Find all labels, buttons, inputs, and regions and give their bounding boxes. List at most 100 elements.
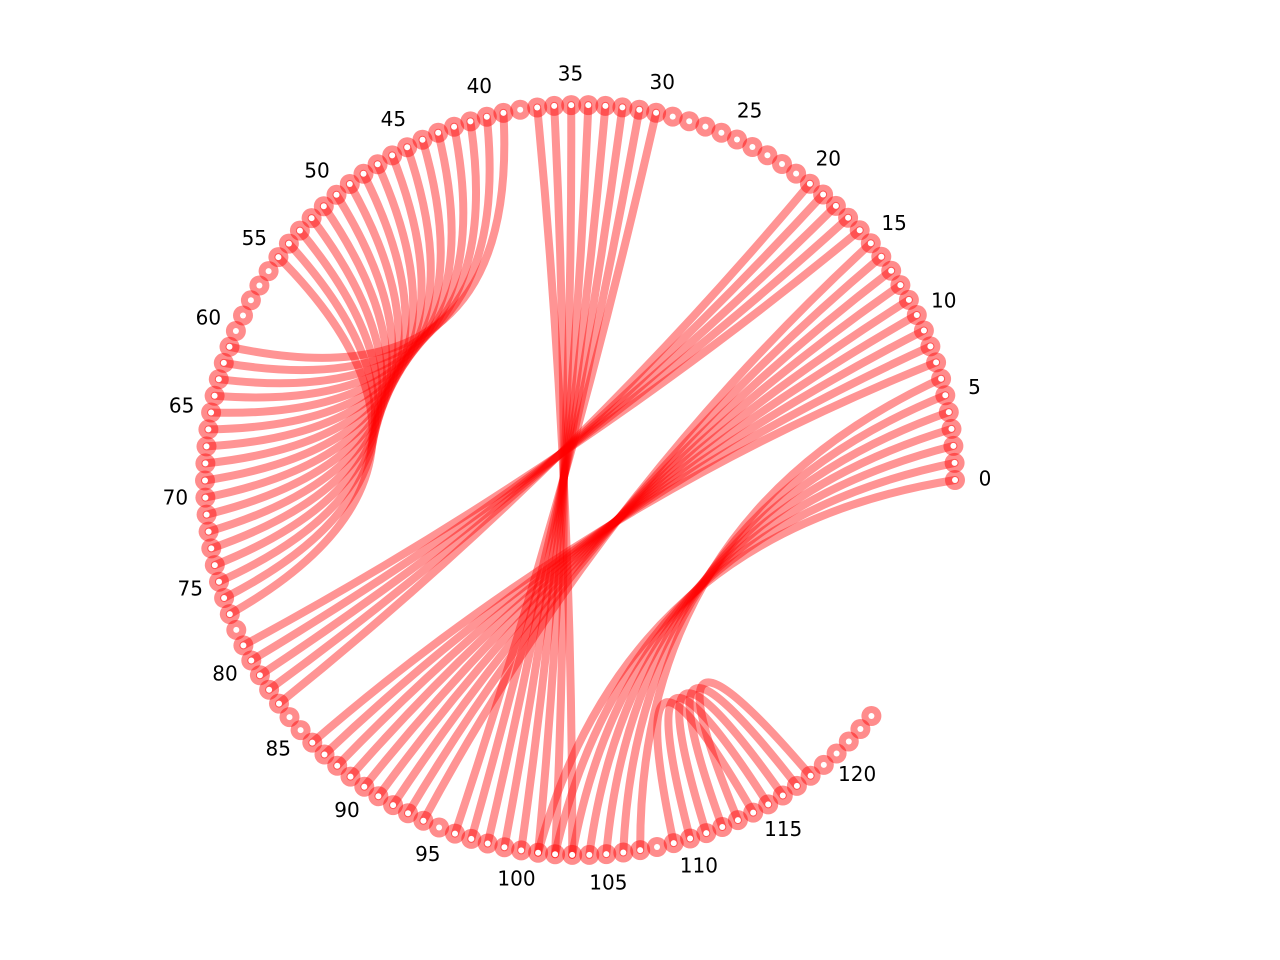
node-100 [511, 840, 532, 861]
node-18 [825, 195, 846, 216]
node-52 [301, 208, 322, 229]
node-119 [813, 754, 834, 775]
node-75 [209, 571, 229, 592]
node-109 [663, 833, 684, 854]
edge-11-90 [360, 295, 913, 791]
node-23 [757, 145, 778, 166]
tick-label-65: 65 [169, 394, 194, 418]
node-46 [382, 145, 403, 166]
edge-45-67 [202, 143, 435, 451]
node-58 [240, 290, 261, 311]
edge-15-94 [419, 239, 875, 825]
node-99 [494, 837, 515, 858]
edge-41-63 [214, 117, 481, 388]
node-81 [249, 665, 270, 686]
edge-112-117 [685, 684, 801, 831]
tick-label-70: 70 [163, 486, 188, 510]
edge-44-66 [204, 135, 445, 434]
node-108 [647, 837, 667, 857]
node-1 [944, 452, 965, 473]
edge-43-65 [207, 128, 456, 417]
tick-label-115: 115 [764, 817, 802, 841]
node-84 [279, 707, 300, 728]
node-80 [241, 650, 262, 671]
edge-111-116 [675, 689, 787, 838]
tick-label-95: 95 [415, 842, 440, 866]
node-95 [429, 817, 450, 838]
tick-label-10: 10 [931, 288, 956, 312]
node-63 [208, 369, 229, 390]
edge-113-118 [695, 678, 815, 825]
node-21 [786, 163, 807, 184]
edge-31-97 [467, 105, 644, 843]
node-118 [800, 765, 821, 786]
node-50 [326, 184, 347, 205]
node-106 [613, 842, 634, 863]
tick-label-40: 40 [467, 74, 492, 98]
tick-label-5: 5 [968, 375, 981, 399]
node-69 [195, 470, 215, 491]
node-28 [679, 111, 700, 132]
node-72 [198, 521, 219, 542]
edge-13-92 [389, 266, 896, 810]
node-51 [313, 196, 334, 217]
tick-label-80: 80 [212, 662, 237, 686]
node-97 [461, 828, 482, 849]
node-30 [646, 102, 667, 123]
node-77 [219, 604, 240, 625]
node-86 [302, 732, 323, 753]
node-8 [920, 336, 941, 357]
tick-label-50: 50 [304, 159, 329, 183]
node-62 [213, 352, 234, 373]
edge-33-99 [500, 101, 610, 852]
edge-110-115 [664, 694, 773, 843]
edge-51-73 [207, 202, 391, 553]
tick-label-35: 35 [558, 62, 583, 86]
tick-label-30: 30 [649, 70, 674, 94]
edge-16-79 [239, 226, 864, 650]
node-47 [367, 154, 388, 175]
node-94 [413, 810, 434, 831]
node-79 [233, 635, 254, 656]
node-103 [562, 844, 583, 865]
node-7 [926, 352, 947, 373]
edge-1-102 [551, 458, 959, 859]
node-17 [838, 207, 859, 228]
edge-35-101 [534, 101, 576, 857]
node-65 [201, 402, 222, 423]
node-64 [204, 385, 225, 406]
node-120 [826, 743, 847, 764]
node-123 [861, 706, 882, 726]
node-25 [727, 129, 747, 150]
edge-30-96 [451, 108, 661, 838]
node-59 [233, 305, 253, 326]
edge-39-61 [225, 108, 509, 362]
node-22 [772, 154, 792, 174]
tick-label-0: 0 [979, 467, 992, 491]
node-13 [881, 260, 902, 281]
node-26 [711, 122, 732, 143]
edge-40-62 [219, 112, 494, 375]
edge-0-101 [534, 476, 959, 857]
edge-10-89 [346, 311, 921, 781]
node-105 [596, 844, 617, 865]
node-70 [195, 487, 216, 508]
tick-label-60: 60 [196, 306, 221, 330]
node-68 [195, 453, 216, 474]
edge-109-114 [653, 698, 758, 848]
node-74 [204, 555, 225, 576]
tick-label-100: 100 [497, 867, 535, 891]
node-32 [612, 97, 633, 118]
edge-17-80 [247, 213, 853, 665]
node-48 [353, 163, 374, 184]
tick-label-75: 75 [177, 576, 202, 600]
node-44 [412, 129, 433, 150]
node-92 [383, 795, 404, 816]
tick-label-20: 20 [816, 147, 841, 171]
node-6 [931, 368, 952, 389]
edge-48-70 [201, 169, 410, 502]
node-38 [510, 99, 531, 120]
node-98 [477, 833, 498, 854]
node-78 [226, 619, 247, 640]
edge-52-74 [210, 214, 387, 570]
